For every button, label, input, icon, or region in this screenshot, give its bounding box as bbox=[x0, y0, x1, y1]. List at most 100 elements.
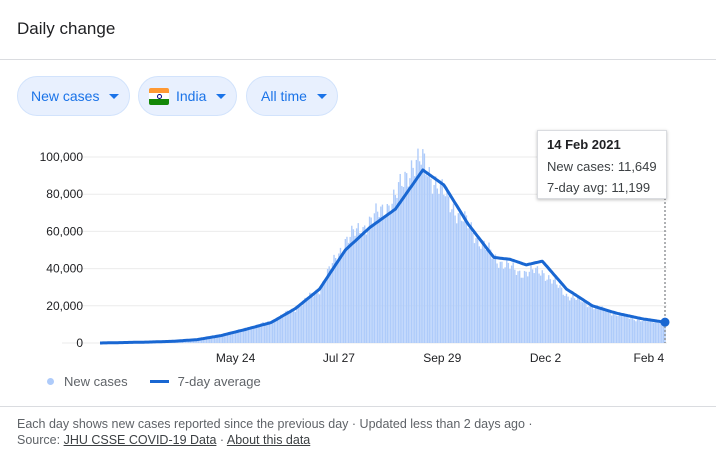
tooltip-new-cases-label: New cases: bbox=[547, 159, 615, 174]
new-cases-bar bbox=[459, 209, 461, 343]
new-cases-bar bbox=[386, 204, 388, 343]
new-cases-bar bbox=[572, 294, 574, 343]
tooltip-date: 14 Feb 2021 bbox=[547, 137, 621, 152]
new-cases-bar bbox=[200, 338, 203, 343]
new-cases-bar bbox=[631, 317, 634, 343]
y-tick-label: 20,000 bbox=[46, 299, 83, 313]
new-cases-bar bbox=[583, 300, 585, 343]
new-cases-bar bbox=[465, 215, 468, 343]
new-cases-bar bbox=[493, 256, 495, 343]
new-cases-bar bbox=[310, 293, 313, 343]
new-cases-bar bbox=[430, 178, 432, 343]
new-cases-bar bbox=[364, 225, 366, 343]
region-filter-button[interactable]: India bbox=[138, 76, 237, 116]
y-tick-label: 80,000 bbox=[46, 187, 83, 201]
new-cases-bar bbox=[494, 254, 497, 343]
metric-filter-label: New cases bbox=[31, 88, 100, 104]
new-cases-bar bbox=[588, 306, 590, 343]
range-filter-button[interactable]: All time bbox=[246, 76, 338, 116]
new-cases-bar bbox=[552, 279, 555, 343]
source-link[interactable]: JHU CSSE COVID-19 Data bbox=[63, 433, 217, 447]
new-cases-bar bbox=[254, 326, 256, 343]
x-tick-label: Sep 29 bbox=[423, 351, 461, 365]
new-cases-bar bbox=[415, 159, 418, 343]
new-cases-bar bbox=[514, 269, 516, 343]
new-cases-bar bbox=[328, 266, 330, 343]
new-cases-bar bbox=[638, 319, 640, 343]
new-cases-bar bbox=[644, 319, 647, 343]
new-cases-bar bbox=[538, 273, 540, 343]
new-cases-bar bbox=[405, 173, 408, 343]
new-cases-bar bbox=[317, 292, 319, 343]
line-legend-swatch bbox=[149, 379, 169, 383]
new-cases-bar bbox=[420, 164, 422, 343]
new-cases-bar bbox=[212, 337, 214, 343]
bars-legend-swatch bbox=[47, 377, 54, 385]
new-cases-bar bbox=[202, 338, 204, 343]
new-cases-bar bbox=[268, 321, 271, 343]
new-cases-bar bbox=[502, 268, 505, 343]
new-cases-bar bbox=[247, 328, 250, 343]
chevron-down-icon bbox=[316, 93, 327, 99]
new-cases-bar bbox=[230, 333, 232, 343]
new-cases-bar bbox=[441, 179, 443, 343]
line-legend-label: 7-day average bbox=[177, 373, 261, 389]
new-cases-bar bbox=[573, 298, 576, 343]
new-cases-bar bbox=[292, 309, 295, 343]
new-cases-bar bbox=[518, 270, 521, 343]
new-cases-bar bbox=[346, 236, 348, 343]
new-cases-bar bbox=[412, 167, 414, 343]
new-cases-bar bbox=[664, 322, 666, 343]
new-cases-bar bbox=[544, 280, 547, 343]
daily-cases-chart[interactable]: 100,000 80,000 60,000 40,000 20,000 0 May 24 Ju… bbox=[0, 120, 716, 370]
new-cases-bar bbox=[257, 325, 259, 343]
new-cases-bar bbox=[270, 323, 272, 343]
new-cases-bar bbox=[661, 320, 663, 343]
new-cases-bar bbox=[617, 316, 619, 343]
new-cases-bar bbox=[517, 271, 519, 343]
new-cases-bar bbox=[389, 214, 392, 343]
new-cases-bar bbox=[477, 236, 479, 343]
new-cases-bar bbox=[614, 312, 616, 343]
range-filter-label: All time bbox=[261, 88, 307, 104]
about-data-link[interactable]: About this data bbox=[226, 433, 311, 447]
card-header: Daily change bbox=[0, 0, 716, 60]
new-cases-bar bbox=[586, 307, 589, 343]
new-cases-bar bbox=[640, 321, 642, 343]
new-cases-bar bbox=[447, 196, 450, 343]
tooltip-avg: 7-day avg: 11,199 bbox=[547, 177, 657, 198]
new-cases-bar bbox=[286, 310, 288, 343]
new-cases-bar bbox=[488, 242, 490, 343]
y-tick-label: 40,000 bbox=[46, 262, 83, 276]
new-cases-bar bbox=[376, 211, 379, 343]
new-cases-bar bbox=[241, 329, 243, 343]
new-cases-bar bbox=[255, 324, 258, 343]
new-cases-bar bbox=[439, 180, 442, 343]
new-cases-bar bbox=[249, 326, 251, 343]
new-cases-bar bbox=[530, 265, 532, 343]
new-cases-bar bbox=[349, 236, 351, 343]
new-cases-bar bbox=[620, 313, 623, 343]
new-cases-bar bbox=[541, 270, 543, 343]
new-cases-bar bbox=[407, 186, 409, 343]
new-cases-bar bbox=[486, 248, 489, 343]
new-cases-bar bbox=[567, 296, 569, 343]
new-cases-bar bbox=[619, 313, 621, 343]
metric-filter-button[interactable]: New cases bbox=[17, 76, 130, 116]
new-cases-bar bbox=[296, 308, 298, 343]
new-cases-bar bbox=[404, 171, 406, 343]
new-cases-bar bbox=[426, 176, 429, 343]
x-tick-label: Dec 2 bbox=[530, 351, 562, 365]
new-cases-bar bbox=[562, 294, 564, 343]
new-cases-bar bbox=[326, 269, 329, 343]
region-filter-label: India bbox=[176, 88, 207, 104]
new-cases-bar bbox=[199, 339, 201, 343]
new-cases-bar bbox=[594, 306, 597, 343]
new-cases-bar bbox=[289, 311, 292, 343]
new-cases-bar bbox=[207, 337, 209, 343]
new-cases-bar bbox=[396, 197, 398, 343]
new-cases-bar bbox=[604, 311, 606, 343]
new-cases-bar bbox=[283, 315, 285, 343]
new-cases-bar bbox=[225, 334, 227, 343]
new-cases-bar bbox=[304, 297, 306, 343]
